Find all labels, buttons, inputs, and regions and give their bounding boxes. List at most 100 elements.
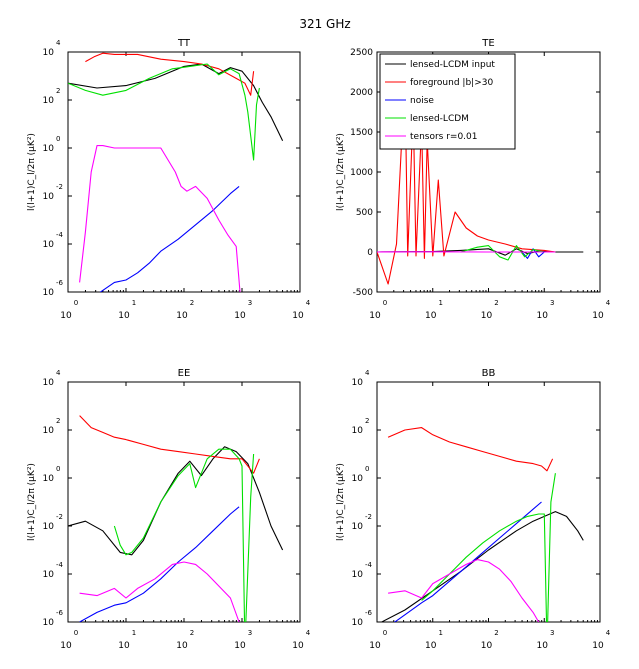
series-group [68, 415, 284, 622]
legend: lensed-LCDM input foreground |b|>30 noise l… [379, 53, 516, 150]
axes-frame [376, 381, 601, 623]
y-tick-label: 10 [43, 192, 55, 202]
x-tick-label: 10 [234, 641, 246, 651]
x-tick-label: 10 [481, 311, 493, 321]
series-foreground-b-30 [387, 427, 554, 472]
x-tick-label: 10 [369, 641, 381, 651]
x-tick-label: 10 [537, 311, 549, 321]
x-tick-exponent: 4 [606, 629, 611, 637]
y-tick-label: -500 [353, 288, 374, 298]
y-tick-exponent: -2 [56, 513, 63, 521]
panel-title: TT [177, 38, 191, 49]
x-tick-exponent: 3 [248, 629, 252, 637]
x-tick-exponent: 4 [606, 299, 611, 307]
x-tick-exponent: 2 [494, 629, 498, 637]
x-tick-label: 10 [425, 641, 437, 651]
x-tick-exponent: 0 [383, 299, 387, 307]
series-noise [99, 185, 240, 292]
legend-label: noise [410, 96, 434, 106]
panel-bb: BBl(l+1)C_l/2π (μK²)10010110210310410-61… [336, 368, 611, 651]
y-tick-label: 10 [43, 474, 55, 484]
legend-box [379, 53, 516, 150]
y-tick-exponent: 2 [365, 417, 369, 425]
series-foreground-b-30 [85, 52, 255, 96]
panel-title: TE [481, 38, 494, 49]
series-lensed-lcdm-input [380, 511, 584, 622]
series-lensed-lcdm [113, 448, 255, 622]
x-tick-exponent: 2 [190, 629, 194, 637]
y-tick-label: 10 [352, 474, 364, 484]
y-tick-label: 2000 [350, 88, 373, 98]
figure-title: 321 GHz [299, 17, 350, 31]
series-lensed-lcdm-input [68, 446, 284, 556]
y-tick-label: 10 [43, 288, 55, 298]
x-tick-label: 10 [369, 311, 381, 321]
y-tick-exponent: -4 [56, 231, 64, 239]
y-tick-label: 10 [43, 426, 55, 436]
y-tick-exponent: -2 [365, 513, 372, 521]
x-tick-exponent: 2 [190, 299, 194, 307]
series-tensors-r-0-01 [79, 561, 240, 622]
x-tick-label: 10 [425, 311, 437, 321]
y-axis-label: l(l+1)C_l/2π (μK²) [336, 463, 346, 541]
y-tick-exponent: -2 [56, 183, 63, 191]
x-tick-label: 10 [118, 641, 130, 651]
x-tick-label: 10 [118, 311, 130, 321]
x-tick-exponent: 1 [132, 299, 136, 307]
x-tick-label: 10 [60, 311, 72, 321]
series-lensed-lcdm [68, 63, 260, 161]
y-tick-label: 500 [356, 208, 373, 218]
x-tick-label: 10 [176, 311, 188, 321]
y-tick-label: 10 [352, 378, 364, 388]
series-lensed-lcdm-input [68, 63, 284, 142]
series-foreground-b-30 [79, 415, 260, 474]
series-group [380, 427, 584, 622]
y-tick-label: 10 [352, 618, 364, 628]
y-tick-label: 10 [352, 426, 364, 436]
y-tick-exponent: 0 [56, 465, 60, 473]
y-tick-label: 0 [367, 248, 373, 258]
y-tick-exponent: -4 [56, 561, 64, 569]
panel-te: TEl(l+1)C_l/2π (μK²)100101102103104-5000… [336, 38, 611, 321]
y-axis-label: l(l+1)C_l/2π (μK²) [336, 133, 346, 211]
x-tick-label: 10 [176, 641, 188, 651]
y-tick-label: 1000 [350, 168, 373, 178]
x-tick-exponent: 1 [439, 629, 443, 637]
panel-ee: EEl(l+1)C_l/2π (μK²)10010110210310410-61… [27, 368, 311, 651]
y-tick-label: 1500 [350, 128, 373, 138]
panel-title: EE [178, 368, 191, 379]
y-tick-exponent: -4 [365, 561, 373, 569]
y-axis-label: l(l+1)C_l/2π (μK²) [27, 133, 37, 211]
x-tick-label: 10 [292, 641, 304, 651]
x-tick-label: 10 [234, 311, 246, 321]
x-tick-exponent: 4 [306, 299, 311, 307]
y-axis-label: l(l+1)C_l/2π (μK²) [27, 463, 37, 541]
legend-label: foreground |b|>30 [410, 78, 493, 88]
panel-title: BB [482, 368, 496, 379]
x-tick-exponent: 2 [494, 299, 498, 307]
x-tick-label: 10 [537, 641, 549, 651]
y-tick-exponent: -6 [56, 279, 64, 287]
legend-label: lensed-LCDM [410, 114, 469, 124]
y-tick-label: 10 [43, 144, 55, 154]
y-tick-exponent: 4 [365, 369, 370, 377]
y-tick-label: 10 [43, 96, 55, 106]
y-tick-exponent: -6 [56, 609, 64, 617]
x-tick-exponent: 4 [306, 629, 311, 637]
x-tick-label: 10 [592, 311, 604, 321]
y-tick-exponent: 2 [56, 417, 60, 425]
y-tick-label: 2500 [350, 48, 373, 58]
y-tick-exponent: 0 [365, 465, 369, 473]
x-tick-exponent: 1 [132, 629, 136, 637]
y-tick-exponent: 4 [56, 39, 61, 47]
panel-tt: TTl(l+1)C_l/2π (μK²)10010110210310410-61… [27, 38, 311, 321]
y-tick-label: 10 [43, 618, 55, 628]
y-tick-exponent: -6 [365, 609, 373, 617]
axes-frame [67, 381, 301, 623]
x-tick-exponent: 0 [74, 629, 78, 637]
y-tick-label: 10 [43, 378, 55, 388]
y-tick-label: 10 [43, 240, 55, 250]
series-group [68, 52, 284, 292]
series-tensors-r-0-01 [79, 145, 241, 292]
